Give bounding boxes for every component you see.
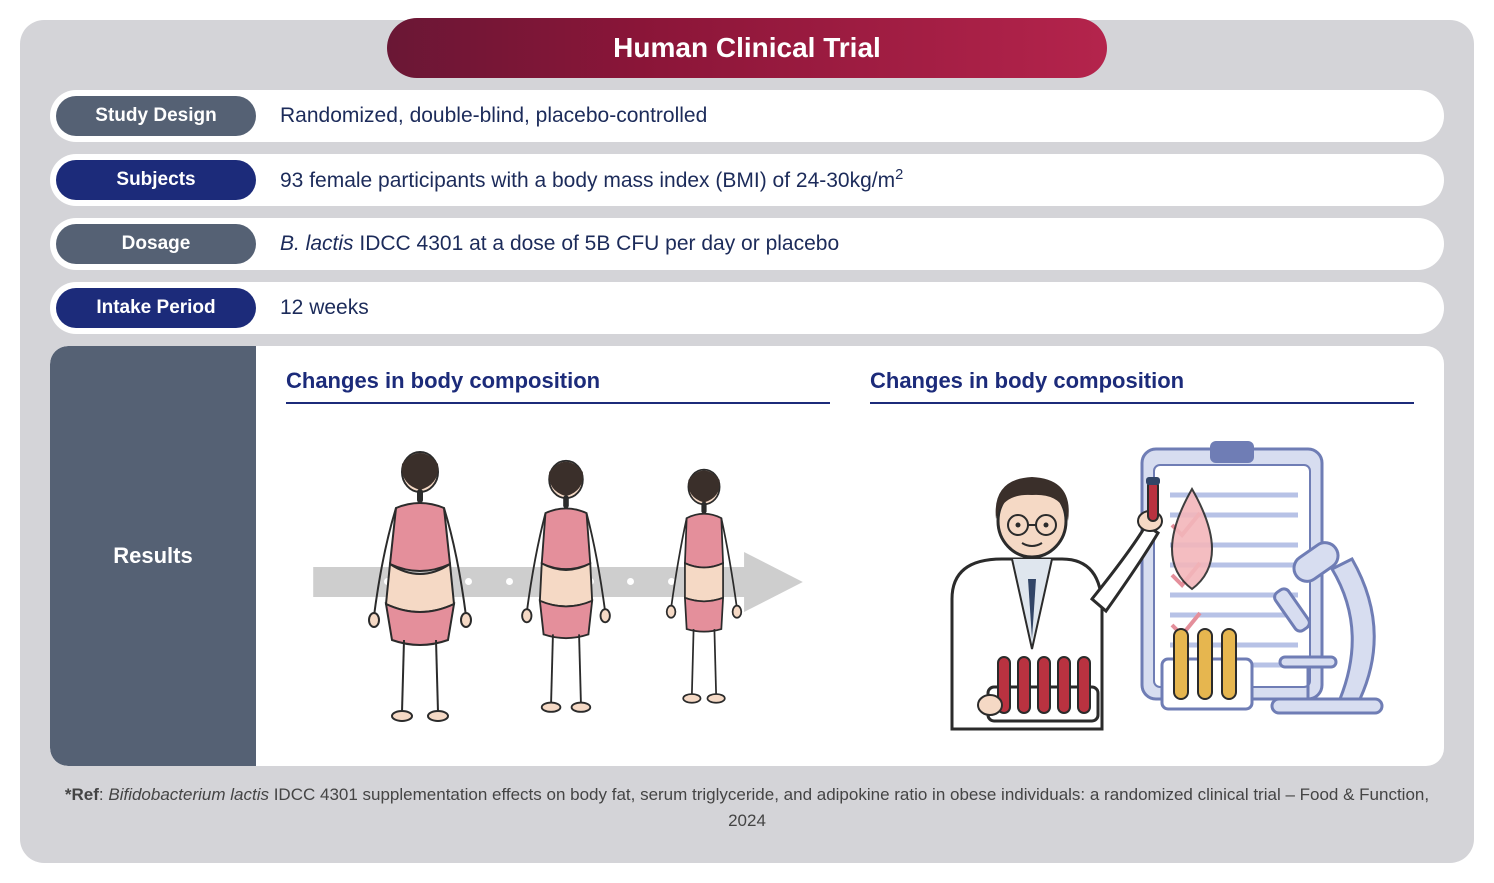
pill-dosage: Dosage xyxy=(56,224,256,264)
pill-dosage-label: Dosage xyxy=(122,233,191,255)
reference-prefix: *Ref xyxy=(65,785,99,804)
body-figure-middle-icon xyxy=(510,444,622,724)
pill-intake-label: Intake Period xyxy=(96,297,215,319)
row-study-design: Study Design Randomized, double-blind, p… xyxy=(50,90,1444,142)
row-dosage: Dosage B. lactis IDCC 4301 at a dose of … xyxy=(50,218,1444,270)
results-body: Changes in body composition xyxy=(256,346,1444,766)
body-figure-before-icon xyxy=(360,444,480,724)
results-label-text: Results xyxy=(113,543,192,569)
text-subjects: 93 female participants with a body mass … xyxy=(256,167,903,193)
row-intake: Intake Period 12 weeks xyxy=(50,282,1444,334)
card-title-text: Human Clinical Trial xyxy=(613,32,881,64)
results-label: Results xyxy=(50,346,256,766)
pill-study-design: Study Design xyxy=(56,96,256,136)
pill-subjects: Subjects xyxy=(56,160,256,200)
body-composition-graphic xyxy=(286,424,830,744)
clinical-trial-card: Human Clinical Trial Study Design Random… xyxy=(20,20,1474,863)
reference-text: *Ref: Bifidobacterium lactis IDCC 4301 s… xyxy=(50,782,1444,833)
body-figure-after-icon xyxy=(652,444,756,724)
pill-intake: Intake Period xyxy=(56,288,256,328)
row-results: Results Changes in body composition xyxy=(50,346,1444,766)
panel-title-1: Changes in body composition xyxy=(286,368,830,404)
panel-title-2: Changes in body composition xyxy=(870,368,1414,404)
panel-body-composition: Changes in body composition xyxy=(286,368,830,756)
card-title: Human Clinical Trial xyxy=(387,18,1107,78)
text-dosage: B. lactis IDCC 4301 at a dose of 5B CFU … xyxy=(256,232,839,256)
reference-body: Bifidobacterium lactis IDCC 4301 supplem… xyxy=(108,785,1429,830)
lab-analysis-graphic xyxy=(870,424,1414,744)
pill-study-design-label: Study Design xyxy=(95,105,216,127)
row-subjects: Subjects 93 female participants with a b… xyxy=(50,154,1444,206)
text-intake: 12 weeks xyxy=(256,296,369,320)
scientist-scene-icon xyxy=(892,429,1392,739)
panel-lab-analysis: Changes in body composition xyxy=(870,368,1414,756)
pill-subjects-label: Subjects xyxy=(116,169,195,191)
text-study-design: Randomized, double-blind, placebo-contro… xyxy=(256,104,707,128)
